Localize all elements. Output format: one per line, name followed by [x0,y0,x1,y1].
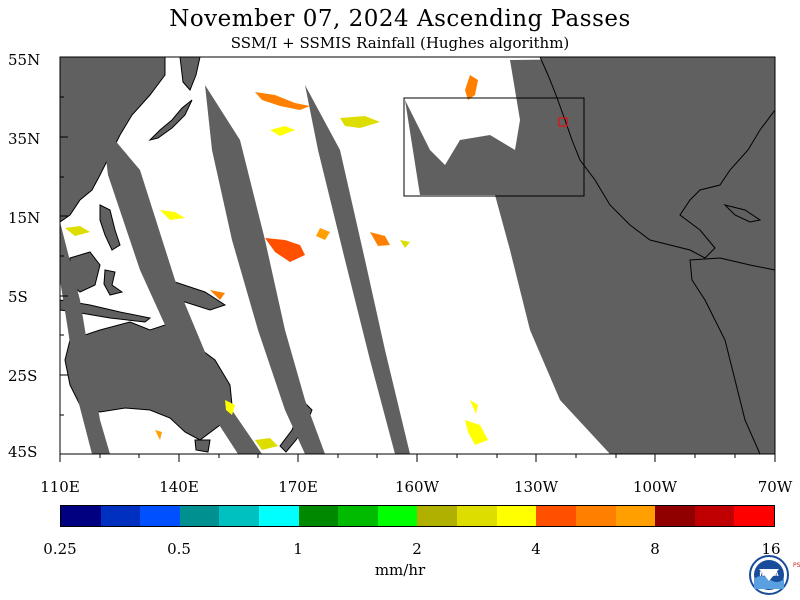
chart-subtitle: SSM/I + SSMIS Rainfall (Hughes algorithm… [230,34,570,52]
lon-ticks [59,454,776,462]
colorbar-swatch [417,506,458,526]
land-tasmania [194,439,211,453]
colorbar-swatch [655,506,695,526]
chart-title: November 07, 2024 Ascending Passes [169,6,631,32]
lon-label-100w: 100W [632,478,678,496]
colorbar-label: 16 [761,540,781,558]
colorbar-swatch [615,506,656,526]
colorbar-label: 2 [412,540,422,558]
colorbar-swatch [694,506,735,526]
land-south-america [689,257,775,454]
location-marker [558,117,568,127]
land-caribbean [723,204,762,223]
colorbar-label: 0.5 [167,540,191,558]
rainfall-patches [65,75,488,450]
land-north-america [539,57,775,259]
lon-label-70w: 70W [757,478,793,496]
colorbar-swatch [219,506,260,526]
colorbar-swatch [179,506,220,526]
swath-gap-2 [205,85,325,454]
colorbar-swatch [496,506,537,526]
colorbar-swatch [457,506,497,526]
lon-label-170e: 170E [278,478,318,496]
lon-label-130w: 130W [513,478,559,496]
colorbar-label: 1 [293,540,303,558]
lon-label-160w: 160W [394,478,440,496]
colorbar-swatch [734,506,774,526]
land-philippines [99,204,121,251]
colorbar-swatch [100,506,141,526]
colorbar-swatch [575,506,616,526]
colorbar-swatch [536,506,576,526]
lat-label-15n: 15N [8,209,41,227]
swath-gap-5 [60,222,110,454]
colorbar-swatch [377,506,418,526]
swath-gap-3 [305,85,410,454]
lon-label-140e: 140E [159,478,199,496]
land-kamchatka [179,57,201,91]
logo-text: NOAA [759,571,779,578]
lon-label-110e: 110E [40,478,80,496]
colorbar [60,505,775,527]
colorbar-swatch [298,506,339,526]
colorbar-label: 0.25 [43,540,77,558]
colorbar-swatch [338,506,378,526]
land-japan [148,99,193,141]
colorbar-units: mm/hr [374,561,426,579]
region-box [403,97,585,197]
noaa-logo-icon: NOAA [749,555,789,595]
colorbar-swatch [259,506,299,526]
psl-text: PSL [793,562,800,569]
lat-label-5s: 5S [8,288,28,306]
lat-ticks [60,56,68,416]
lat-label-45s: 45S [8,443,38,461]
colorbar-swatch [140,506,180,526]
colorbar-label: 4 [531,540,541,558]
colorbar-label: 8 [650,540,660,558]
lat-label-55n: 55N [8,51,41,69]
land-sulawesi [103,269,124,296]
lat-label-35n: 35N [8,130,41,148]
colorbar-swatch [61,506,101,526]
lat-label-25s: 25S [8,367,38,385]
swath-gap-1 [102,125,262,454]
